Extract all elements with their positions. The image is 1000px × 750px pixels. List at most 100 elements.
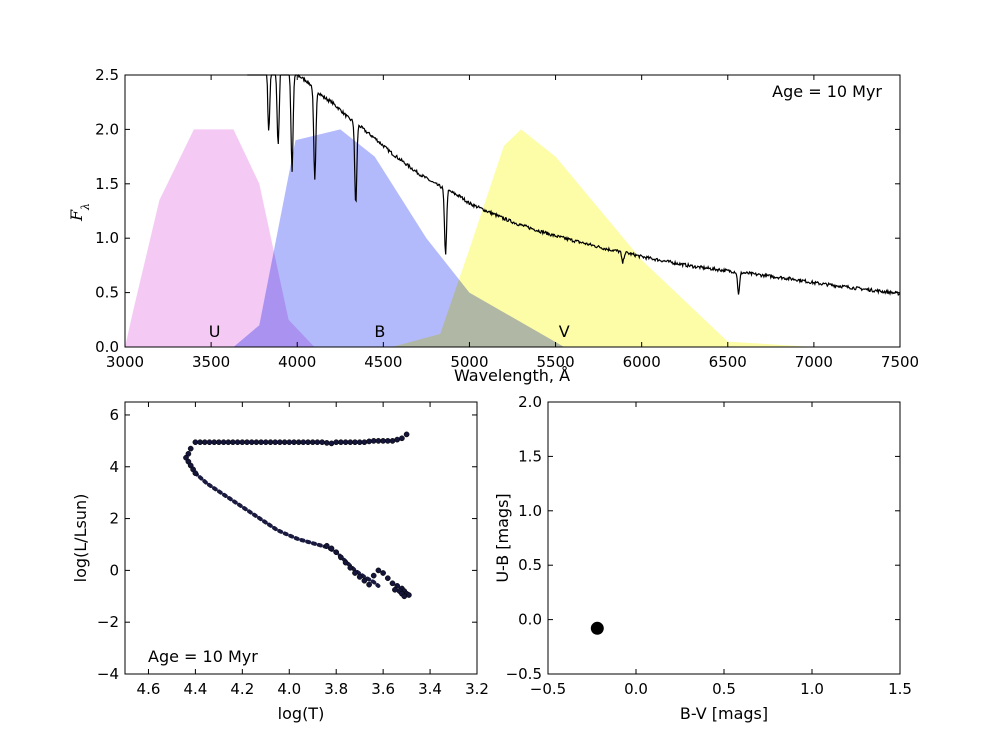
hr-point bbox=[239, 439, 246, 446]
hr-points bbox=[183, 431, 412, 600]
x-tick-label: 6000 bbox=[623, 353, 661, 371]
y-tick-label: 6 bbox=[109, 406, 119, 424]
hr-point bbox=[300, 439, 307, 446]
hr-x-ticks: 4.6 4.4 4.2 4.0 3.8 3.6 3.4 3.2 bbox=[137, 402, 489, 698]
hr-point bbox=[201, 439, 208, 446]
hr-age-annotation: Age = 10 Myr bbox=[148, 647, 258, 666]
color-x-ticks: −0.5 0.0 0.5 1.0 1.5 bbox=[530, 402, 912, 698]
x-tick-label: 5000 bbox=[450, 353, 488, 371]
x-tick-label: 3.2 bbox=[465, 680, 489, 698]
spectrum-frame bbox=[124, 74, 901, 348]
y-tick-label: 0.0 bbox=[518, 611, 542, 629]
hr-point bbox=[399, 435, 405, 442]
hr-point bbox=[206, 439, 213, 446]
spectrum-y-label: Fλ bbox=[67, 203, 92, 222]
hr-point bbox=[291, 439, 297, 446]
hr-y-label: log(L/Lsun) bbox=[71, 494, 90, 583]
hr-point bbox=[192, 439, 199, 446]
hr-point bbox=[356, 574, 363, 580]
y-tick-label: 2 bbox=[109, 510, 119, 528]
spectrum-age-annotation: Age = 10 Myr bbox=[772, 82, 882, 101]
x-tick-label: 1.0 bbox=[800, 680, 824, 698]
y-tick-label: 1.0 bbox=[518, 502, 542, 520]
color-y-ticks: −0.5 0.0 0.5 1.0 1.5 2.0 bbox=[506, 393, 900, 683]
x-tick-label: 4.4 bbox=[183, 680, 207, 698]
hr-point bbox=[389, 580, 396, 587]
hr-point bbox=[220, 439, 227, 446]
x-tick-label: 3500 bbox=[192, 353, 230, 371]
hr-point bbox=[323, 542, 330, 549]
hr-point bbox=[234, 439, 241, 446]
y-tick-label: 4 bbox=[109, 458, 119, 476]
y-tick-label: 1.0 bbox=[95, 229, 119, 247]
hr-point bbox=[361, 439, 368, 446]
hr-point bbox=[394, 436, 401, 443]
color-plot-area bbox=[548, 402, 900, 674]
hr-frame bbox=[124, 401, 478, 675]
x-tick-label: 0.5 bbox=[712, 680, 736, 698]
hr-point bbox=[309, 439, 316, 446]
hr-point bbox=[230, 439, 236, 446]
hr-point bbox=[380, 570, 386, 576]
x-tick-label: 6500 bbox=[709, 353, 747, 371]
hr-point bbox=[323, 440, 330, 446]
hr-point bbox=[248, 439, 255, 446]
hr-point bbox=[338, 439, 344, 446]
hr-point bbox=[370, 572, 377, 579]
x-tick-label: 3000 bbox=[106, 353, 144, 371]
spectrum-x-ticks: 3000 3500 4000 4500 5000 5500 6000 6500 7000 7500 bbox=[106, 75, 919, 371]
hr-point bbox=[314, 439, 321, 446]
hr-point bbox=[356, 439, 363, 446]
spectrum-line-group bbox=[247, 73, 901, 296]
hr-point bbox=[403, 431, 410, 438]
filter-label-B: B bbox=[374, 322, 385, 341]
filter-curve-B bbox=[233, 129, 565, 347]
hr-point bbox=[197, 439, 203, 446]
y-tick-label: 0.5 bbox=[95, 284, 119, 302]
y-tick-label: 0.5 bbox=[518, 556, 542, 574]
hr-point bbox=[262, 439, 269, 446]
hr-point bbox=[384, 575, 391, 582]
x-tick-label: 5500 bbox=[536, 353, 574, 371]
hr-point bbox=[352, 570, 358, 576]
y-tick-label: −4 bbox=[97, 665, 119, 683]
hr-point bbox=[244, 439, 250, 446]
y-tick-label: 0.0 bbox=[95, 338, 119, 356]
color-panel: −0.5 0.0 0.5 1.0 1.5 −0.5 0.0 0.5 1.0 1.5 2.0 B-V… bbox=[493, 393, 912, 723]
hr-point bbox=[347, 439, 354, 446]
hr-point bbox=[281, 439, 288, 446]
x-tick-label: 3.6 bbox=[371, 680, 395, 698]
spectrum-panel: U B V 3000 3500 4000 4500 5000 5500 6000 6500 7000… bbox=[67, 66, 919, 385]
hr-point bbox=[384, 438, 391, 444]
x-tick-label: 1.5 bbox=[888, 680, 912, 698]
spectrum-y-ticks: 0.0 0.5 1.0 1.5 2.0 2.5 bbox=[95, 66, 900, 356]
y-tick-label: 1.5 bbox=[518, 447, 542, 465]
spectrum-x-label: Wavelength, Å bbox=[454, 366, 570, 385]
hr-point bbox=[389, 438, 396, 444]
color-points bbox=[590, 621, 604, 635]
hr-point bbox=[216, 439, 222, 446]
hr-plot-area bbox=[125, 402, 477, 674]
hr-point bbox=[375, 438, 382, 444]
hr-point bbox=[392, 586, 398, 593]
hr-point bbox=[333, 439, 340, 446]
y-tick-label: −2 bbox=[97, 613, 119, 631]
hr-point bbox=[366, 581, 372, 588]
x-tick-label: 4.2 bbox=[230, 680, 254, 698]
y-tick-label: 1.5 bbox=[95, 175, 119, 193]
hr-x-label: log(T) bbox=[278, 704, 325, 723]
x-tick-label: 3.4 bbox=[418, 680, 442, 698]
x-tick-label: 4000 bbox=[278, 353, 316, 371]
hr-point bbox=[277, 439, 283, 446]
hr-track bbox=[193, 471, 381, 588]
hr-point bbox=[253, 439, 260, 446]
hr-point bbox=[267, 439, 274, 446]
hr-point bbox=[352, 439, 358, 446]
filter-label-U: U bbox=[209, 322, 221, 341]
x-tick-label: 7500 bbox=[881, 353, 919, 371]
hr-point bbox=[211, 439, 218, 446]
hr-point bbox=[187, 445, 194, 452]
x-tick-label: 0.0 bbox=[624, 680, 648, 698]
hr-point bbox=[328, 545, 335, 552]
